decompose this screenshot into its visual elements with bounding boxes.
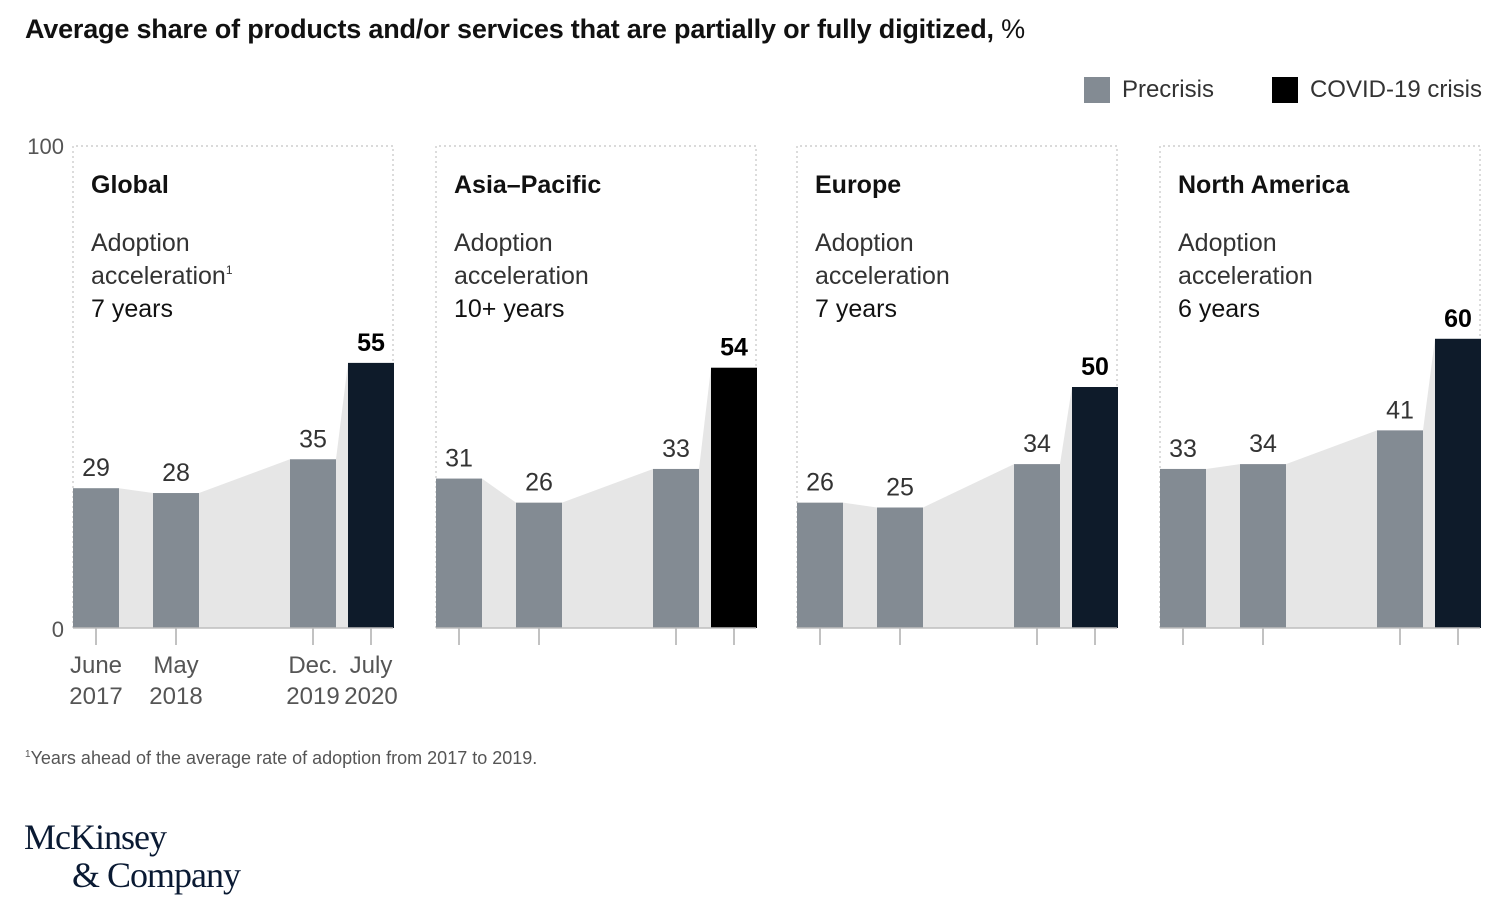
y-tick-label-0: 0 <box>52 617 64 642</box>
data-label-europe-1: 25 <box>886 474 914 502</box>
accel-line2-north-america: acceleration <box>1178 262 1313 290</box>
x-label-3-line1: July <box>350 652 393 679</box>
x-label-0-line1: June <box>70 652 122 679</box>
legend-item-covid: COVID-19 crisis <box>1271 76 1482 104</box>
bar-asia-pacific-0 <box>436 478 482 628</box>
data-label-global-2: 35 <box>299 425 327 453</box>
panel-frame-global <box>72 145 394 628</box>
data-label-europe-2: 34 <box>1023 430 1051 458</box>
bar-asia-pacific-3 <box>711 367 757 628</box>
region-title-global: Global <box>91 171 169 199</box>
legend-swatch-precrisis <box>1083 77 1110 103</box>
bar-north-america-2 <box>1377 430 1423 628</box>
data-label-north-america-0: 33 <box>1169 435 1197 463</box>
x-label-2-line1: Dec. <box>288 652 337 679</box>
bar-north-america-1 <box>1240 464 1286 628</box>
y-tick-label-100: 100 <box>27 134 64 159</box>
accel-line1-global: Adoption <box>91 229 190 257</box>
accel-line1-north-america: Adoption <box>1178 229 1277 257</box>
footnote-marker: 1 <box>25 749 31 760</box>
bar-europe-1 <box>877 507 923 628</box>
chart-title-text: Average share of products and/or service… <box>25 14 994 44</box>
accel-line2-europe: acceleration <box>815 262 950 290</box>
bar-europe-2 <box>1014 464 1060 628</box>
logo-line-2: & Company <box>72 855 241 895</box>
accel-line1-europe: Adoption <box>815 229 914 257</box>
bar-europe-3 <box>1072 387 1118 628</box>
x-label-3-line2: 2020 <box>344 683 397 710</box>
accel-value-europe: 7 years <box>815 295 897 323</box>
region-title-asia-pacific: Asia–Pacific <box>454 171 601 199</box>
data-label-global-1: 28 <box>162 459 190 487</box>
data-label-global-0: 29 <box>82 454 110 482</box>
panel-frame-north-america <box>1159 145 1481 628</box>
data-label-europe-3: 50 <box>1081 353 1109 381</box>
accel-line1-asia-pacific: Adoption <box>454 229 553 257</box>
accel-value-north-america: 6 years <box>1178 295 1260 323</box>
accel-value-asia-pacific: 10+ years <box>454 295 565 323</box>
bar-europe-0 <box>797 502 843 628</box>
bar-global-0 <box>73 488 119 628</box>
bar-north-america-0 <box>1160 468 1206 628</box>
area-north-america <box>1160 338 1481 628</box>
region-title-europe: Europe <box>815 171 901 199</box>
area-asia-pacific <box>436 367 757 628</box>
data-label-north-america-3: 60 <box>1444 305 1472 333</box>
data-label-north-america-1: 34 <box>1249 430 1277 458</box>
accel-line2-global: acceleration1 <box>91 262 233 290</box>
legend: Precrisis COVID-19 crisis <box>1026 76 1482 104</box>
x-label-1-line1: May <box>153 652 198 679</box>
region-title-north-america: North America <box>1178 171 1350 199</box>
data-label-north-america-2: 41 <box>1386 396 1414 424</box>
bar-global-1 <box>153 493 199 628</box>
x-label-1-line2: 2018 <box>149 683 202 710</box>
data-label-asia-pacific-0: 31 <box>445 445 473 473</box>
data-label-europe-0: 26 <box>806 469 834 497</box>
data-label-global-3: 55 <box>357 329 385 357</box>
legend-label-covid: COVID-19 crisis <box>1309 76 1482 103</box>
x-label-2-line2: 2019 <box>286 683 339 710</box>
accel-line2-asia-pacific: acceleration <box>454 262 589 290</box>
area-global <box>73 362 394 628</box>
panel-frame-europe <box>796 145 1118 628</box>
logo-line-1: McKinsey <box>24 817 167 857</box>
bar-global-3 <box>348 362 394 628</box>
data-label-asia-pacific-1: 26 <box>525 469 553 497</box>
legend-swatch-covid <box>1271 77 1298 103</box>
bar-north-america-3 <box>1435 338 1481 628</box>
mckinsey-logo: McKinsey & Company <box>24 817 241 895</box>
accel-sup-global: 1 <box>226 263 233 277</box>
chart-title-unit: % <box>1001 14 1025 44</box>
legend-item-precrisis: Precrisis <box>1083 76 1214 104</box>
footnote-text: Years ahead of the average rate of adopt… <box>30 748 538 768</box>
area-europe <box>797 387 1118 628</box>
chart-title: Average share of products and/or service… <box>25 14 1025 45</box>
panel-frame-asia-pacific <box>435 145 757 628</box>
bar-global-2 <box>290 459 336 628</box>
data-label-asia-pacific-2: 33 <box>662 435 690 463</box>
bar-asia-pacific-1 <box>516 502 562 628</box>
legend-label-precrisis: Precrisis <box>1121 76 1214 103</box>
footnote: 1Years ahead of the average rate of adop… <box>25 748 537 769</box>
accel-value-global: 7 years <box>91 295 173 323</box>
x-label-0-line2: 2017 <box>69 683 122 710</box>
data-label-asia-pacific-3: 54 <box>720 334 748 362</box>
bar-asia-pacific-2 <box>653 468 699 628</box>
